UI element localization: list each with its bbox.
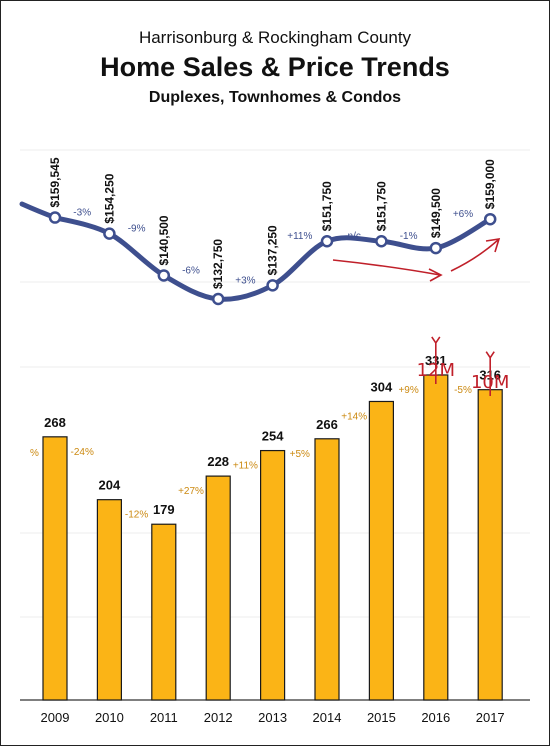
bar-value-label: 179 [153,502,175,517]
price-change-label: -9% [128,224,146,235]
price-point-2015 [375,234,388,248]
bar-value-label: 268 [44,415,66,430]
bar-2014 [314,438,340,701]
sales-bars [42,374,503,701]
bar-value-label: 254 [262,429,284,444]
trend-arrow-flat-head [428,268,443,282]
bar-value-label: 228 [207,454,229,469]
trend-arrow-up [450,239,499,272]
sales-change-label: +14% [341,411,367,422]
sales-change-label: -12% [125,510,148,521]
price-value-label: $132,750 [211,239,225,289]
price-value-label: $154,250 [102,173,116,223]
bar-2011 [151,523,177,701]
x-tick-label: 2009 [41,710,70,725]
x-tick-label: 2015 [367,710,396,725]
price-value-label: $159,545 [48,157,62,207]
price-change-label: -1% [400,231,418,242]
sales-change-label: +9% [398,385,418,396]
price-point-2013 [266,279,279,292]
price-point-2010 [103,227,116,240]
price-change-label: +6% [453,209,473,220]
price-value-label: $151,750 [374,181,388,231]
bar-value-label: 266 [316,417,338,432]
bar-2016 [423,374,449,701]
price-value-label: $149,500 [429,188,443,238]
price-change-label: +3% [235,275,255,286]
x-tick-label: 2012 [204,710,233,725]
bar-value-label: 304 [371,379,393,394]
bar-2010 [96,499,123,701]
chart-subtitle: Duplexes, Townhomes & Condos [148,89,402,106]
price-change-label: n/c [348,231,361,242]
price-point-2016 [429,241,443,255]
sales-change-label: +5% [290,449,310,460]
price-point-2009 [48,211,62,224]
volume-annotation-arrow [485,351,495,396]
price-point-2012 [211,292,225,306]
x-tick-label: 2010 [95,710,124,725]
price-line [19,201,497,306]
price-value-label: $140,500 [157,215,171,265]
x-tick-label: 2016 [421,710,450,725]
bar-value-label: 204 [99,478,121,493]
sales-change-label: -5% [454,385,472,396]
bar-2015 [368,400,394,701]
price-value-label: $151,750 [320,181,334,231]
x-tick-label: 2013 [258,710,287,725]
price-change-label: -3% [73,208,91,219]
volume-annotation-arrow [431,336,441,384]
price-change-label: -6% [182,265,200,276]
price-point-2017 [483,212,497,226]
trend-arrow-flat [332,259,441,276]
price-value-label: $137,250 [266,225,280,275]
bar-2009 [42,436,68,701]
chart-labels: 268 2009 204 2010 179 2011 228 2012 254 2013 266 20… [30,157,509,725]
bar-2017 [477,389,503,701]
chart-supertitle: Harrisonburg & Rockingham County [138,28,412,47]
bar-2013 [260,449,286,701]
sales-change-label: -24% [71,447,94,458]
price-value-label: $159,000 [483,159,497,209]
sales-change-label: +11% [233,461,258,472]
price-point-2014 [320,234,334,248]
bar-2012 [205,475,231,701]
price-change-label: +11% [287,231,312,242]
x-tick-label: 2011 [150,710,178,725]
price-point-2011 [157,269,171,282]
sales-change-label: +27% [178,486,204,497]
sales-edge-label: % [30,448,39,459]
x-tick-label: 2014 [313,710,342,725]
chart-title: Home Sales & Price Trends [100,52,450,82]
x-tick-label: 2017 [476,710,505,725]
trend-arrow-up-head [485,238,501,253]
